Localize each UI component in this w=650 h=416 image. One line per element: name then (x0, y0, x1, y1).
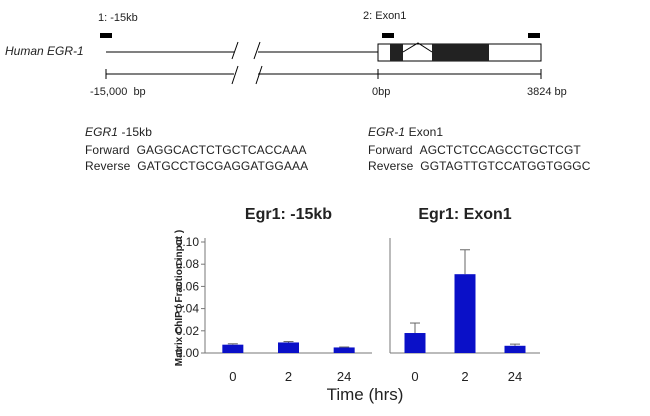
chart-0-ytick-label: 0.04 (176, 302, 200, 316)
coord-right: 3824 bp (527, 86, 567, 98)
ruler-break-2 (255, 65, 263, 85)
exon-2 (432, 44, 489, 61)
primer-left-forward: Forward GAGGCACTCTGCTCACCAAA (85, 143, 307, 157)
primer-right-forward: Forward AGCTCTCCAGCCTGCTCGT (368, 143, 581, 157)
primer-left-gene: EGR1 (85, 125, 119, 139)
chart-1-bar (404, 333, 426, 353)
probe-1-marker (100, 33, 112, 38)
chart-0-ytick-label: 0.00 (176, 346, 200, 360)
chart-0-ytick-label: 0.10 (176, 235, 200, 249)
chart-0-bar (222, 344, 244, 353)
primer-left-reverse: Reverse GATGCCTGCGAGGATGGAAA (85, 159, 308, 173)
primer-right-reverse-label: Reverse (368, 159, 414, 173)
primer-right-header: EGR-1 Exon1 (368, 125, 443, 139)
probe-end-marker (528, 33, 540, 38)
primer-left-forward-seq: GAGGCACTCTGCTCACCAAA (136, 143, 307, 157)
chart-0-bar (278, 342, 299, 353)
chart-0-ytick-label: 0.06 (176, 279, 200, 293)
primer-right-gene: EGR-1 (368, 125, 406, 139)
y-axis-label: Matrix ChIP ( Fraction input ) (174, 230, 185, 366)
chart-1-title: Egr1: Exon1 (418, 206, 511, 223)
chart-0-ytick-label: 0.02 (176, 324, 200, 338)
gene-name: Human EGR-1 (5, 44, 84, 58)
chart-1-xtick-label: 24 (508, 369, 522, 384)
chart-1-xtick-label: 2 (461, 369, 468, 384)
chart-1-bar (504, 345, 526, 353)
ruler-break-1 (231, 65, 239, 85)
chart-0-xtick-label: 0 (229, 369, 236, 384)
primer-left-reverse-seq: GATGCCTGCGAGGATGGAAA (137, 159, 309, 173)
coord-mid: 0bp (372, 86, 391, 98)
gene-line-break-1 (231, 41, 239, 60)
primer-right-reverse-seq: GGTAGTTGTCCATGGTGGGC (420, 159, 591, 173)
primer-right-forward-label: Forward (368, 143, 413, 157)
primer-left-forward-label: Forward (85, 143, 130, 157)
exon-1 (390, 44, 403, 61)
intron (402, 42, 433, 53)
coord-left-unit: bp (133, 86, 146, 98)
chart-0-bar (333, 347, 355, 353)
primer-left-region: -15kb (118, 125, 153, 139)
probe-2-label: 2: Exon1 (363, 10, 407, 22)
probe-2-marker (382, 33, 394, 38)
chart-0-title: Egr1: -15kb (245, 206, 332, 223)
x-axis-label: Time (hrs) (327, 385, 404, 404)
chart-0-xtick-label: 24 (337, 369, 351, 384)
coord-left: -15,000 bp (90, 86, 146, 98)
coord-left-value: -15,000 (90, 86, 128, 98)
gene-line-break-2 (253, 41, 261, 60)
chart-0-xtick-label: 2 (285, 369, 292, 384)
primer-left-header: EGR1 -15kb (85, 125, 152, 139)
chart-1-bar (454, 274, 476, 353)
primer-left-reverse-label: Reverse (85, 159, 131, 173)
chart-0-ytick-label: 0.08 (176, 257, 200, 271)
primer-right-region: Exon1 (405, 125, 444, 139)
primer-right-reverse: Reverse GGTAGTTGTCCATGGTGGGC (368, 159, 590, 173)
primer-right-forward-seq: AGCTCTCCAGCCTGCTCGT (419, 143, 581, 157)
probe-1-label: 1: -15kb (98, 12, 138, 24)
chart-1-xtick-label: 0 (411, 369, 418, 384)
